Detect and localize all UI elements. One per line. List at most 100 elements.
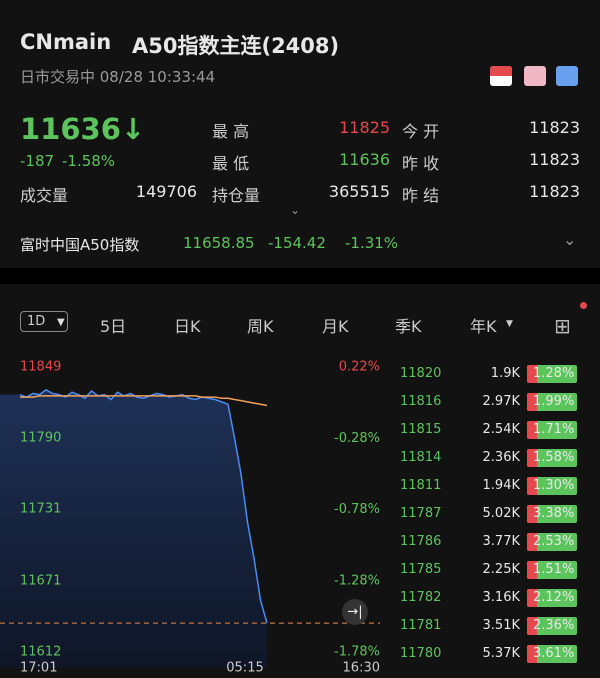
- level-volume: 2.36K: [482, 450, 520, 465]
- stat-value: 11823: [529, 182, 580, 201]
- stat-label: 昨 结: [402, 186, 440, 205]
- level-bar-red: [527, 645, 537, 663]
- level-pct: 1.30%: [533, 478, 575, 493]
- level-bar: [527, 617, 577, 635]
- level-price: 11787: [400, 506, 442, 521]
- change: -187: [20, 152, 55, 170]
- level-price: 11816: [400, 394, 442, 409]
- level-price: 11814: [400, 450, 442, 465]
- stat-value: 365515: [328, 182, 390, 201]
- level-bar-red: [527, 617, 537, 635]
- status: 日市交易中 08/28 10:33:44: [20, 68, 216, 86]
- level-pct: 1.28%: [533, 366, 575, 381]
- tab[interactable]: 日K: [174, 317, 201, 336]
- level-bar-red: [527, 561, 537, 579]
- tab-dropdown: ▼: [506, 319, 513, 329]
- stat-label: 昨 收: [402, 154, 440, 173]
- stat-label: 最 高: [212, 122, 250, 141]
- level-pct: 2.36%: [533, 618, 575, 633]
- level-bar-red: [527, 421, 537, 439]
- level-price: 11781: [400, 618, 442, 633]
- stat-value: 11825: [339, 118, 390, 137]
- x-tick-label: 05:15: [226, 661, 263, 676]
- level-bar-red: [527, 505, 537, 523]
- level-bar-red: [527, 393, 537, 411]
- flag-icon[interactable]: [490, 66, 512, 86]
- lightning-icon[interactable]: [524, 66, 546, 86]
- level-pct: 1.99%: [533, 394, 575, 409]
- level-bar-red: [527, 365, 537, 383]
- level-volume: 3.77K: [482, 534, 520, 549]
- y-tick-label: 11671: [20, 574, 61, 589]
- y-tick-label: 11731: [20, 501, 61, 516]
- level-price: 11786: [400, 534, 442, 549]
- level-price: 11780: [400, 646, 442, 661]
- stat-label: 成交量: [20, 186, 69, 205]
- level-pct: 1.51%: [533, 562, 575, 577]
- stat-value: 11636: [339, 150, 390, 169]
- level-bar-red: [527, 589, 537, 607]
- x-tick-label: 16:30: [343, 661, 380, 676]
- level-pct: 3.38%: [533, 506, 575, 521]
- y2-tick-label: 0.22%: [339, 360, 380, 375]
- index-name: 富时中国A50指数: [20, 236, 140, 254]
- brand: CNmain: [20, 30, 112, 54]
- tab[interactable]: 季K: [395, 317, 422, 336]
- level-pct: 2.12%: [533, 590, 575, 605]
- level-pct: 3.61%: [533, 646, 575, 661]
- tab[interactable]: 月K: [322, 317, 349, 336]
- level-volume: 5.02K: [482, 506, 520, 521]
- tab[interactable]: 5日: [100, 317, 127, 336]
- y2-tick-label: -0.28%: [334, 431, 380, 446]
- tab[interactable]: 年K: [470, 317, 497, 336]
- notice-dot: [580, 302, 587, 309]
- stat-label: 最 低: [212, 154, 250, 173]
- level-bar: [527, 505, 577, 523]
- level-price: 11785: [400, 562, 442, 577]
- y-tick-label: 11849: [20, 360, 61, 375]
- contract-title: A50指数主连(2408): [132, 34, 340, 58]
- index-value: 11658.85: [183, 234, 255, 252]
- level-pct: 1.71%: [533, 422, 575, 437]
- stack-icon[interactable]: [556, 66, 578, 86]
- separator: [0, 268, 600, 284]
- level-bar-red: [527, 449, 537, 467]
- average-line: [20, 395, 268, 407]
- stat-value: 11823: [529, 150, 580, 169]
- level-bar-red: [527, 533, 537, 551]
- level-volume: 5.37K: [482, 646, 520, 661]
- price: 11636: [20, 112, 121, 146]
- level-volume: 3.16K: [482, 590, 520, 605]
- area: [0, 389, 267, 668]
- layout-icon[interactable]: ⊞: [554, 314, 571, 338]
- expand-icon[interactable]: ⌄: [290, 203, 301, 217]
- level-price: 11815: [400, 422, 442, 437]
- index-change-pct: -1.31%: [345, 234, 399, 252]
- level-volume: 2.25K: [482, 562, 520, 577]
- tab[interactable]: 1D: [20, 311, 69, 332]
- chart: 11849 11790 11731 11671 11612 0.22% -0.28% -0.7…: [0, 360, 380, 676]
- last-price: 11636↓: [20, 112, 146, 146]
- level-price: 11820: [400, 366, 442, 381]
- index-expand[interactable]: ⌄: [563, 230, 577, 249]
- level-volume: 1.9K: [490, 366, 520, 381]
- tab[interactable]: 周K: [247, 317, 274, 336]
- level-bar: [527, 477, 577, 495]
- stat-value: 11823: [529, 118, 580, 137]
- stat-label: 今 开: [402, 122, 440, 141]
- x-tick-label: 17:01: [20, 661, 57, 676]
- level-volume: 1.94K: [482, 478, 520, 493]
- level-bar: [527, 561, 577, 579]
- level-bar: [527, 393, 577, 411]
- jump-button[interactable]: [342, 599, 368, 625]
- change-pct: -1.58%: [62, 152, 116, 170]
- level-pct: 2.53%: [533, 534, 575, 549]
- level-volume: 3.51K: [482, 618, 520, 633]
- jump-icon: →|: [347, 605, 362, 620]
- y-tick-label: 11790: [20, 430, 61, 445]
- level-bar: [527, 589, 577, 607]
- level-price: 11782: [400, 590, 442, 605]
- level-volume: 2.54K: [482, 422, 520, 437]
- stat-value: 149706: [135, 182, 197, 201]
